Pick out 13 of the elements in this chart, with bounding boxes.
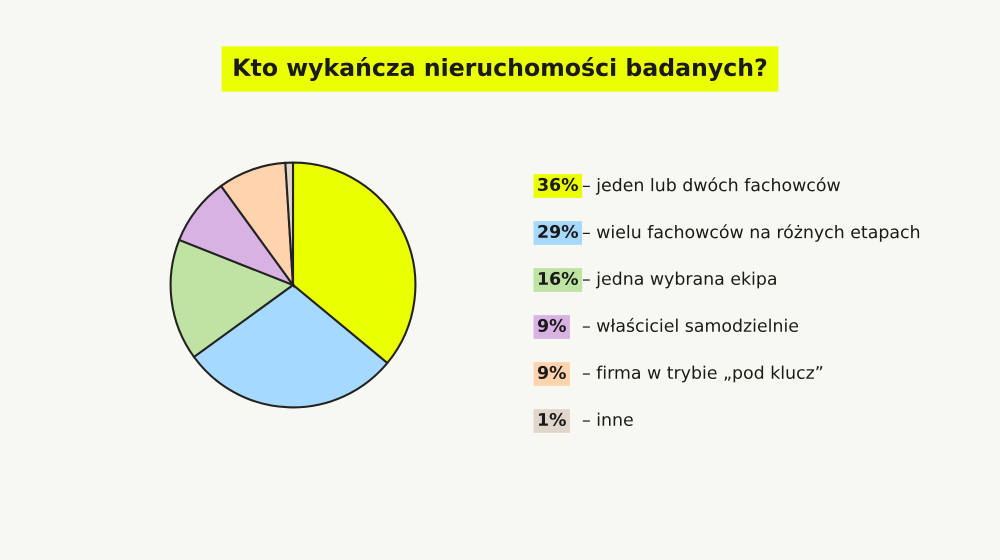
legend-label: – wielu fachowców na różnych etapach <box>582 224 920 242</box>
data-label: 9% <box>538 318 566 332</box>
legend-label: – właściciel samodzielnie <box>582 318 798 332</box>
data-label: 36% <box>538 178 578 192</box>
legend-label: – jeden lub dwóch fachowców <box>582 177 840 195</box>
data-label: 9% <box>538 366 566 380</box>
data-label: 16% <box>538 272 578 286</box>
legend-label: – jedna wybrana ekipa <box>582 272 776 288</box>
data-label: 1% <box>538 412 566 426</box>
legend-label: – inne <box>582 412 633 426</box>
legend-label: – firma w trybie „pod klucz” <box>582 366 822 382</box>
chart-title: Kto wykańcza nieruchomości badanych? <box>234 57 766 81</box>
data-label: 29% <box>538 224 578 238</box>
